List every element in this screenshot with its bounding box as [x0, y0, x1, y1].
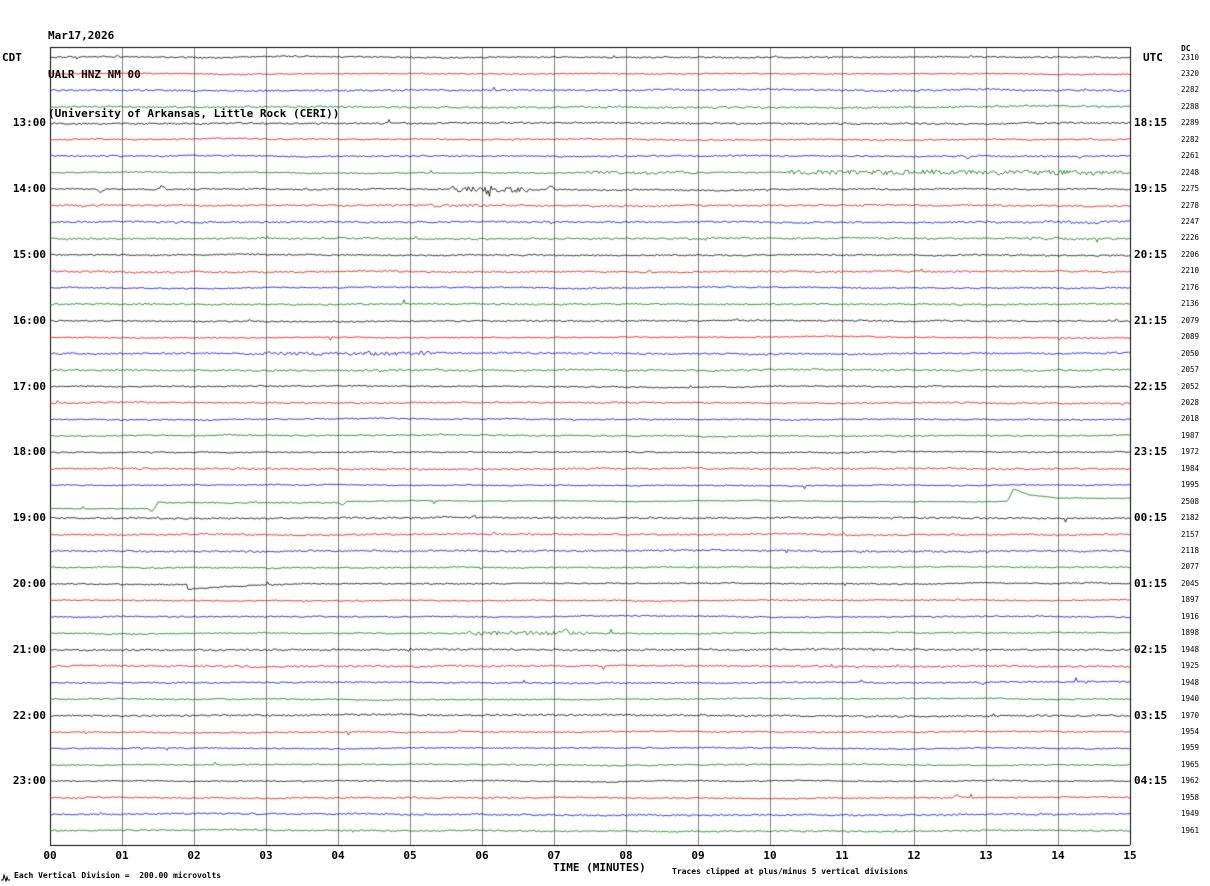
dc-value: 1995 [1181, 480, 1200, 490]
x-tick-label: 15 [1123, 849, 1137, 862]
dc-value: 2079 [1181, 315, 1200, 325]
left-hour-label: 17:00 [12, 379, 46, 393]
right-hour-label: 00:15 [1134, 511, 1168, 525]
right-hour-label: 20:15 [1134, 247, 1168, 261]
dc-value: 2052 [1181, 381, 1200, 391]
x-tick-label: 05 [403, 849, 417, 862]
right-hour-label: 23:15 [1134, 445, 1168, 459]
dc-value: 2028 [1181, 397, 1200, 407]
x-tick-label: 10 [763, 849, 777, 862]
dc-value: 2289 [1181, 118, 1200, 128]
dc-value: 2282 [1181, 85, 1200, 95]
dc-value: 2136 [1181, 299, 1200, 309]
right-timezone-label: UTC [1143, 51, 1163, 64]
dc-value: 2089 [1181, 332, 1200, 342]
right-hour-label: 22:15 [1134, 379, 1168, 393]
left-hour-label: 22:00 [12, 708, 46, 722]
dc-value: 2210 [1181, 266, 1200, 276]
dc-value: 2018 [1181, 414, 1200, 424]
left-hour-label: 18:00 [12, 445, 46, 459]
dc-value: 1972 [1181, 447, 1200, 457]
dc-value: 2310 [1181, 52, 1200, 62]
dc-value: 1970 [1181, 710, 1200, 720]
dc-value: 2057 [1181, 365, 1200, 375]
right-hour-label: 01:15 [1134, 576, 1168, 590]
dc-value: 2282 [1181, 134, 1200, 144]
dc-value: 1948 [1181, 644, 1200, 654]
dc-value: 1961 [1181, 825, 1200, 835]
dc-value: 1916 [1181, 611, 1200, 621]
dc-value: 2275 [1181, 184, 1200, 194]
dc-value: 1898 [1181, 628, 1200, 638]
dc-value: 2176 [1181, 282, 1200, 292]
left-hour-label: 16:00 [12, 313, 46, 327]
left-timezone-label: CDT [2, 51, 22, 64]
right-hour-label: 18:15 [1134, 116, 1168, 130]
left-hour-label: 19:00 [12, 511, 46, 525]
dc-value: 2508 [1181, 496, 1200, 506]
dc-value: 2288 [1181, 101, 1200, 111]
left-hour-label: 15:00 [12, 247, 46, 261]
dc-value: 1925 [1181, 661, 1200, 671]
left-hour-label: 13:00 [12, 116, 46, 130]
dc-value: 2077 [1181, 562, 1200, 572]
left-hour-label: 21:00 [12, 642, 46, 656]
x-axis-label: TIME (MINUTES) [553, 861, 646, 874]
dc-value: 2182 [1181, 513, 1200, 523]
x-tick-label: 06 [475, 849, 489, 862]
dc-value: 2261 [1181, 151, 1200, 161]
dc-value: 2278 [1181, 200, 1200, 210]
dc-value: 1940 [1181, 694, 1200, 704]
dc-value: 2118 [1181, 546, 1200, 555]
x-tick-label: 02 [187, 849, 201, 862]
dc-value: 1984 [1181, 463, 1200, 473]
right-hour-label: 03:15 [1134, 708, 1168, 722]
dc-value: 1948 [1181, 677, 1200, 687]
x-tick-label: 03 [259, 849, 273, 862]
right-hour-label: 19:15 [1134, 182, 1168, 196]
dc-value: 1962 [1181, 776, 1200, 786]
dc-value: 2157 [1181, 529, 1200, 539]
clip-note: Traces clipped at plus/minus 5 vertical … [672, 867, 909, 876]
dc-value: 2247 [1181, 217, 1200, 226]
dc-value: 2248 [1181, 167, 1200, 177]
left-hour-label: 14:00 [12, 182, 46, 196]
dc-value: 1965 [1181, 759, 1200, 769]
dc-value: 1958 [1181, 792, 1200, 802]
dc-value: 1959 [1181, 743, 1200, 753]
dc-value: 2050 [1181, 348, 1200, 358]
right-hour-label: 04:15 [1134, 774, 1168, 788]
x-tick-label: 11 [835, 849, 849, 862]
dc-value: 1987 [1181, 430, 1200, 440]
x-tick-label: 14 [1051, 849, 1065, 862]
scale-note: Each Vertical Division = 200.00 microvol… [14, 871, 222, 880]
x-tick-label: 08 [619, 849, 633, 862]
left-hour-label: 23:00 [12, 774, 46, 788]
dc-value: 2045 [1181, 578, 1200, 588]
dc-value: 2206 [1181, 249, 1200, 259]
left-hour-label: 20:00 [12, 576, 46, 590]
dc-value: 2320 [1181, 68, 1200, 78]
dc-value: 1954 [1181, 726, 1200, 736]
x-tick-label: 07 [547, 849, 561, 862]
right-hour-label: 21:15 [1134, 313, 1168, 327]
x-tick-label: 12 [907, 849, 921, 862]
dc-column-header: DC [1181, 44, 1191, 53]
x-tick-label: 01 [115, 849, 129, 862]
dc-value: 1949 [1181, 809, 1200, 819]
x-tick-label: 04 [331, 849, 345, 862]
dc-value: 1897 [1181, 595, 1200, 605]
x-tick-label: 00 [43, 849, 57, 862]
x-tick-label: 13 [979, 849, 993, 862]
corner-squiggle-icon [1, 873, 10, 882]
x-tick-label: 09 [691, 849, 705, 862]
dc-value: 2226 [1181, 233, 1200, 243]
right-hour-label: 02:15 [1134, 642, 1168, 656]
